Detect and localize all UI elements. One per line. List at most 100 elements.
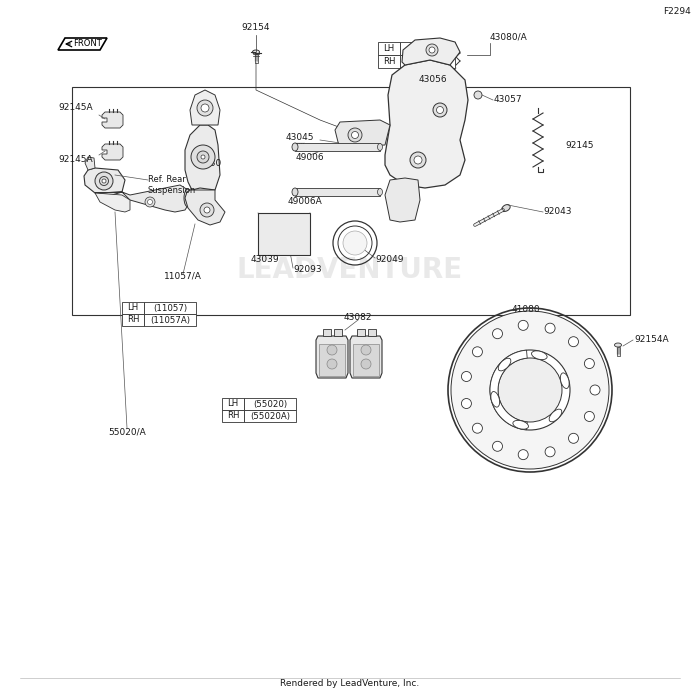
Bar: [334, 329, 342, 336]
Text: 43039: 43039: [251, 255, 279, 263]
Circle shape: [361, 359, 371, 369]
Circle shape: [473, 424, 482, 433]
Text: LH: LH: [127, 304, 139, 312]
Circle shape: [545, 447, 555, 457]
Text: Rendered by LeadVenture, Inc.: Rendered by LeadVenture, Inc.: [281, 679, 419, 688]
Bar: [144, 314, 196, 326]
Circle shape: [437, 106, 444, 113]
Text: LH: LH: [384, 44, 395, 53]
Bar: [222, 398, 244, 410]
Text: (43080): (43080): [410, 44, 444, 53]
Text: 92145A: 92145A: [58, 104, 93, 113]
Circle shape: [473, 346, 482, 357]
Circle shape: [197, 100, 213, 116]
Text: RH: RH: [383, 57, 395, 66]
Ellipse shape: [292, 188, 298, 196]
Text: 92043: 92043: [543, 207, 571, 216]
Bar: [122, 314, 144, 326]
Circle shape: [461, 372, 471, 382]
Polygon shape: [402, 38, 460, 65]
Circle shape: [327, 359, 337, 369]
Polygon shape: [84, 168, 125, 195]
Circle shape: [351, 132, 358, 139]
Circle shape: [518, 321, 528, 330]
Circle shape: [348, 128, 362, 142]
Bar: [122, 302, 144, 314]
Polygon shape: [58, 38, 107, 50]
Text: FRONT: FRONT: [74, 39, 102, 48]
Text: 92154: 92154: [241, 24, 270, 32]
Ellipse shape: [207, 178, 213, 181]
Bar: [144, 302, 196, 314]
Bar: [400, 42, 455, 55]
Bar: [617, 347, 620, 356]
Polygon shape: [190, 90, 220, 125]
Ellipse shape: [615, 343, 622, 347]
Bar: [72, 87, 630, 315]
Bar: [244, 410, 296, 422]
Bar: [209, 181, 211, 189]
Polygon shape: [185, 190, 225, 225]
Text: 43056: 43056: [419, 74, 447, 83]
Text: (43080A): (43080A): [407, 57, 447, 66]
Ellipse shape: [513, 421, 528, 429]
Circle shape: [568, 337, 578, 346]
Circle shape: [490, 350, 570, 430]
Bar: [368, 329, 376, 336]
Ellipse shape: [186, 192, 190, 204]
Text: 92093: 92093: [293, 265, 321, 274]
Circle shape: [102, 179, 106, 183]
Circle shape: [414, 156, 422, 164]
Bar: [258, 213, 310, 255]
Polygon shape: [95, 193, 130, 212]
Bar: [255, 54, 258, 63]
Text: 55020/A: 55020/A: [108, 428, 146, 437]
Ellipse shape: [292, 143, 298, 151]
Text: Ref. Rear
Suspension: Ref. Rear Suspension: [148, 175, 196, 195]
Text: 130: 130: [205, 158, 223, 167]
Bar: [295, 188, 380, 196]
Text: (11057A): (11057A): [150, 316, 190, 325]
Circle shape: [498, 358, 562, 422]
Circle shape: [426, 44, 438, 56]
Polygon shape: [490, 350, 527, 430]
Circle shape: [145, 197, 155, 207]
Bar: [400, 55, 455, 68]
Text: 43080/A: 43080/A: [490, 32, 528, 41]
Bar: [262, 217, 306, 251]
Polygon shape: [102, 112, 123, 128]
Text: 49006A: 49006A: [288, 197, 323, 206]
Text: 92145A: 92145A: [58, 155, 93, 164]
Ellipse shape: [502, 204, 510, 211]
Bar: [295, 143, 380, 151]
Bar: [378, 42, 400, 55]
Circle shape: [590, 385, 600, 395]
Circle shape: [197, 151, 209, 163]
Text: (11057): (11057): [153, 304, 187, 312]
Circle shape: [493, 329, 503, 339]
Ellipse shape: [377, 188, 382, 195]
Text: (55020): (55020): [253, 400, 287, 409]
Bar: [222, 410, 244, 422]
Text: 11057/A: 11057/A: [164, 272, 202, 281]
Text: 43045: 43045: [286, 134, 314, 143]
Ellipse shape: [498, 358, 511, 371]
Circle shape: [95, 172, 113, 190]
Polygon shape: [385, 178, 420, 222]
Circle shape: [201, 104, 209, 112]
Ellipse shape: [561, 373, 569, 389]
Ellipse shape: [184, 189, 192, 207]
Polygon shape: [85, 157, 95, 170]
Circle shape: [474, 91, 482, 99]
Text: 41080: 41080: [512, 304, 540, 314]
Circle shape: [200, 203, 214, 217]
Text: LEADVENTURE: LEADVENTURE: [237, 256, 463, 284]
Circle shape: [451, 311, 609, 469]
Ellipse shape: [343, 231, 367, 255]
Ellipse shape: [531, 351, 547, 360]
Bar: [319, 344, 345, 376]
Circle shape: [429, 47, 435, 53]
Circle shape: [584, 412, 594, 421]
Circle shape: [201, 155, 205, 159]
Bar: [357, 329, 365, 336]
